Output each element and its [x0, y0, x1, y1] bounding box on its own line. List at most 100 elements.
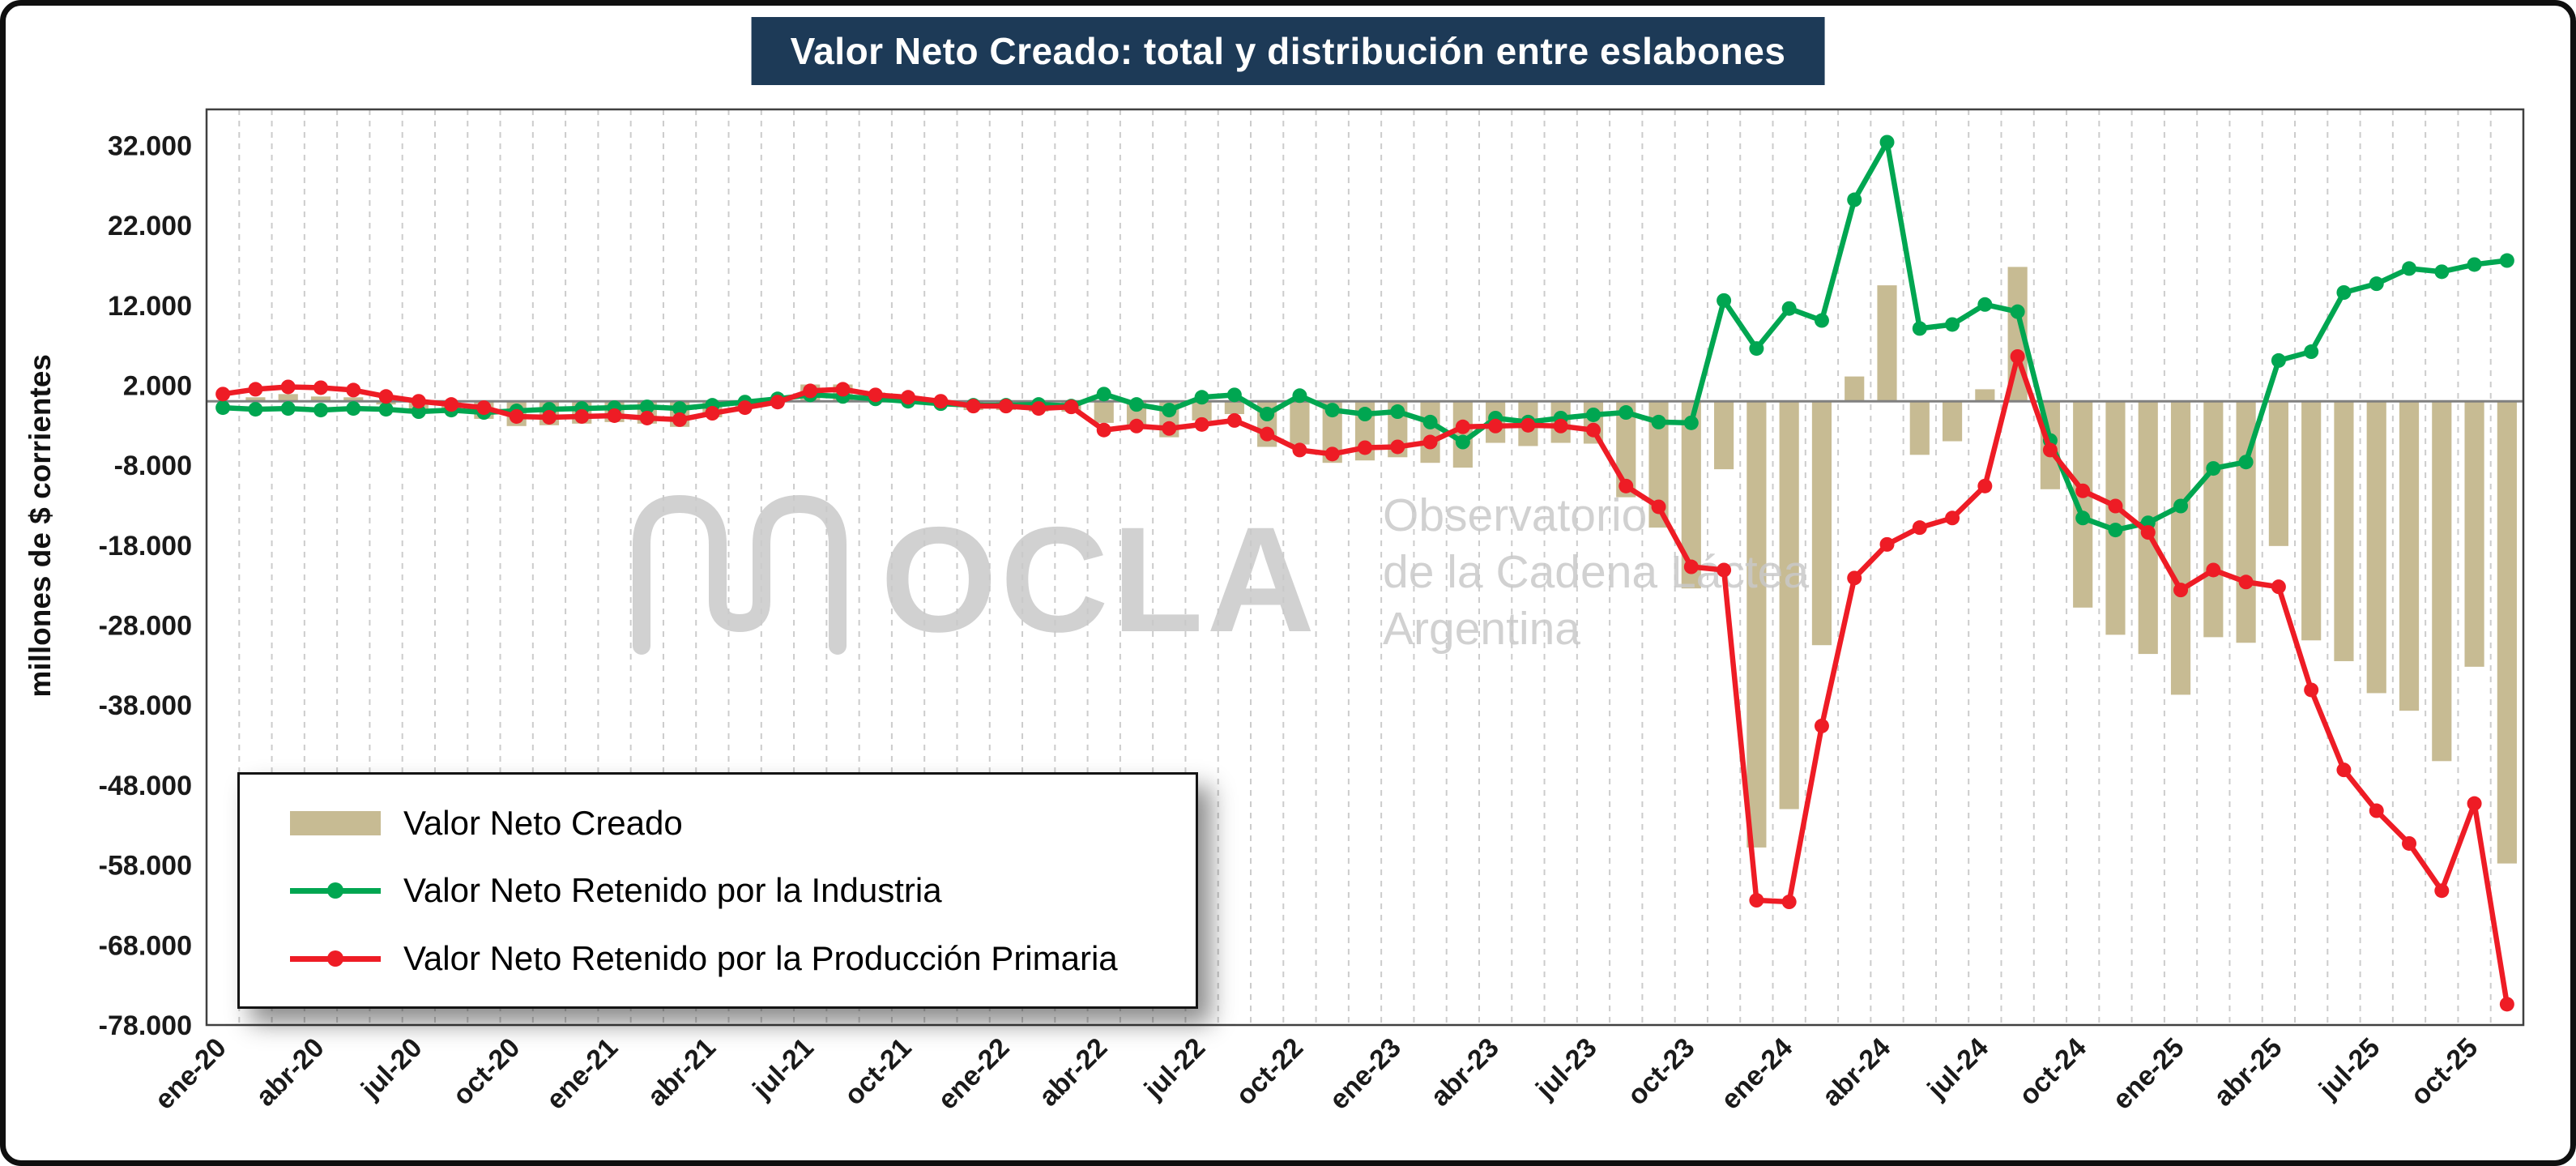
marker	[1162, 421, 1177, 436]
marker	[346, 382, 361, 398]
bar	[1224, 401, 1244, 415]
marker	[378, 402, 394, 417]
legend-label: Valor Neto Retenido por la Industria	[403, 871, 942, 909]
y-axis: 32.000 22.000 12.000 2.000 -8.000 -18.000 -28.…	[99, 130, 192, 1041]
marker	[1781, 301, 1797, 316]
legend-item-industria: Valor Neto Retenido por la Industria	[240, 871, 1196, 910]
bar	[1845, 376, 1865, 402]
marker	[2075, 483, 2091, 498]
x-tick-label: oct-20	[447, 1032, 527, 1112]
bar	[278, 394, 298, 402]
watermark-line-2: de la Cadena Láctea	[1383, 546, 1809, 598]
x-tick-label: jul-25	[2313, 1032, 2386, 1105]
x-tick-label: abr-25	[2208, 1032, 2288, 1113]
bar	[1714, 401, 1734, 470]
green-line-swatch-icon	[290, 878, 381, 903]
marker	[1358, 407, 1372, 422]
marker	[639, 399, 655, 415]
marker	[607, 408, 622, 423]
y-tick-label: -28.000	[99, 611, 192, 642]
marker	[1162, 403, 1177, 418]
bar	[2334, 401, 2354, 661]
marker	[2108, 523, 2123, 538]
marker	[1651, 414, 1666, 429]
marker	[2402, 261, 2417, 276]
marker	[705, 406, 720, 421]
marker	[2173, 583, 2189, 598]
marker	[509, 408, 524, 424]
marker	[901, 390, 916, 405]
line-marker-dot	[327, 950, 343, 967]
marker	[574, 408, 590, 424]
x-tick-label: oct-25	[2405, 1032, 2484, 1112]
marker	[2140, 525, 2156, 540]
x-tick-label: ene-22	[932, 1032, 1016, 1116]
y-tick-label: -68.000	[99, 930, 192, 961]
marker	[280, 401, 296, 416]
legend-item-produccion-primaria: Valor Neto Retenido por la Producción Pr…	[240, 939, 1196, 978]
x-tick-label: ene-25	[2107, 1032, 2190, 1116]
ocla-logo-icon	[633, 495, 847, 655]
marker	[2434, 264, 2450, 280]
y-axis-title: millones de $ corrientes	[23, 354, 57, 698]
marker	[868, 387, 883, 403]
marker	[1260, 426, 1275, 442]
bar	[2268, 401, 2288, 546]
marker	[2467, 257, 2482, 272]
page-title: Valor Neto Creado: total y distribución …	[751, 17, 1825, 85]
marker	[1912, 520, 1927, 536]
bar	[343, 397, 364, 402]
marker	[672, 401, 688, 416]
marker	[2238, 574, 2254, 590]
marker	[313, 380, 328, 395]
marker	[2206, 461, 2221, 476]
x-tick-label: oct-24	[2013, 1032, 2092, 1112]
marker	[672, 412, 688, 427]
x-tick-label: oct-23	[1622, 1032, 1701, 1112]
x-tick-label: abr-21	[642, 1032, 722, 1113]
marker	[1096, 387, 1111, 402]
marker	[2238, 455, 2254, 470]
watermark-line-1: Observatorio	[1383, 489, 1647, 541]
legend-item-valor-neto-creado: Valor Neto Creado	[240, 804, 1196, 843]
red-line-swatch-icon	[290, 946, 381, 972]
marker	[1585, 407, 1601, 422]
y-tick-label: 32.000	[108, 130, 192, 161]
marker	[1717, 293, 1732, 308]
y-tick-label: -38.000	[99, 690, 192, 721]
x-tick-label: abr-20	[250, 1032, 331, 1113]
x-tick-label: jul-21	[746, 1032, 819, 1105]
bar	[1779, 401, 1799, 809]
marker	[1879, 135, 1895, 150]
marker	[2467, 796, 2482, 811]
x-axis: ene-20 abr-20 jul-20 oct-20 ene-21 abr-21 jul-…	[149, 1032, 2484, 1116]
marker	[1358, 440, 1372, 455]
marker	[1619, 478, 1634, 493]
marker	[1945, 317, 1960, 332]
marker	[346, 401, 361, 416]
marker	[1945, 510, 1960, 526]
marker	[215, 387, 231, 402]
legend-label: Valor Neto Retenido por la Producción Pr…	[403, 938, 1118, 977]
marker	[803, 383, 818, 399]
legend: Valor Neto Creado Valor Neto Retenido po…	[237, 772, 1198, 1009]
marker	[1129, 397, 1145, 412]
marker	[2304, 682, 2319, 698]
marker	[2010, 348, 2025, 364]
marker	[2108, 498, 2123, 514]
marker	[1226, 387, 1242, 403]
marker	[2206, 562, 2221, 578]
marker	[215, 400, 231, 416]
y-tick-label: 2.000	[123, 370, 192, 401]
marker	[770, 395, 785, 410]
bar	[1975, 389, 1995, 402]
bar	[1942, 401, 1963, 442]
marker	[378, 389, 394, 404]
y-tick-label: 12.000	[108, 291, 192, 322]
marker	[1749, 341, 1764, 357]
bar	[1420, 401, 1440, 463]
bar	[1192, 401, 1212, 421]
bar	[2203, 401, 2224, 638]
